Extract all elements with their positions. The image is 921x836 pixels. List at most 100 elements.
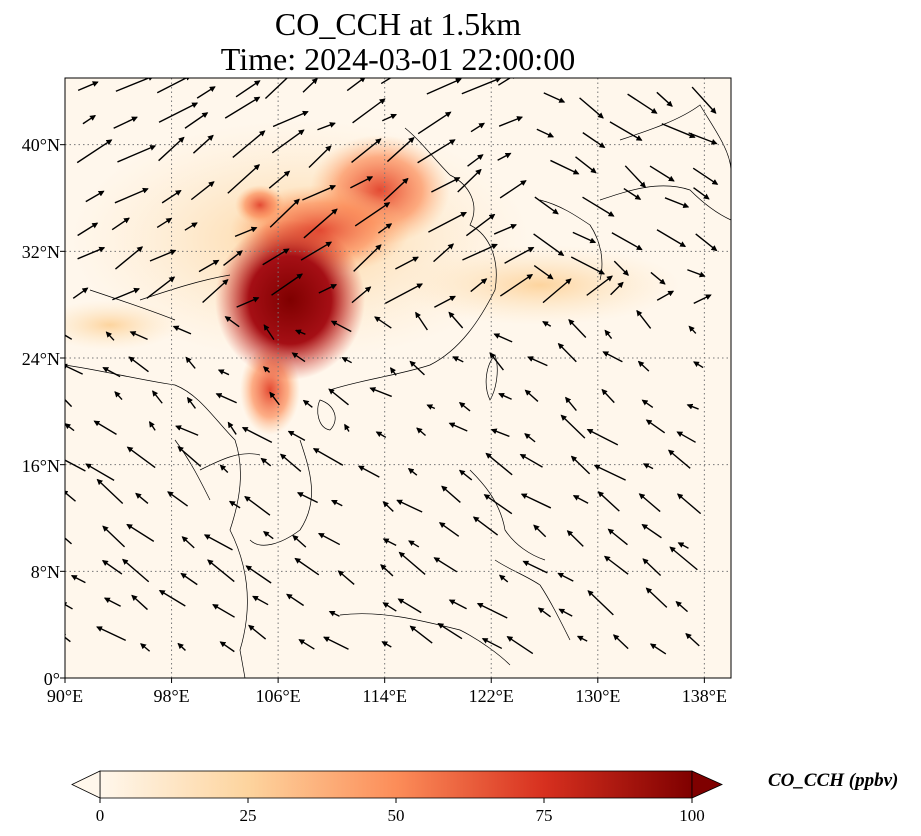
wind-arrow [302, 399, 313, 408]
wind-arrow [350, 176, 374, 189]
wind-arrow [398, 551, 426, 575]
colorbar-gradient [99, 770, 693, 799]
wind-arrow [291, 352, 306, 363]
wind-arrow [268, 170, 291, 189]
wind-arrow [328, 610, 340, 617]
wind-arrow [472, 516, 499, 536]
wind-arrow [196, 86, 216, 99]
wind-arrow [115, 78, 155, 92]
wind-arrow [437, 623, 463, 640]
wind-arrow [76, 139, 113, 164]
wind-arrow [467, 154, 484, 167]
wind-arrow [111, 217, 130, 231]
wind-arrow [263, 366, 271, 373]
wind-arrow [624, 165, 647, 188]
wind-arrow [586, 428, 619, 446]
wind-arrow [102, 525, 126, 548]
wind-arrow [167, 491, 189, 507]
wind-arrow [328, 388, 349, 406]
wind-arrow [506, 636, 534, 655]
wind-arrow [382, 602, 397, 612]
wind-arrow [687, 269, 706, 278]
wind-arrow [295, 329, 306, 336]
wind-arrow [597, 491, 620, 512]
wind-arrow [271, 273, 303, 296]
wind-arrow [483, 494, 513, 515]
wind-arrow [152, 390, 163, 404]
wind-arrow [499, 274, 534, 297]
wind-arrow [296, 492, 318, 504]
wind-arrow [65, 334, 73, 340]
wind-arrow [636, 309, 652, 329]
wind-arrow [395, 256, 419, 270]
wind-arrow [637, 360, 650, 372]
wind-arrow [537, 607, 552, 618]
wind-arrow [85, 463, 115, 481]
wind-arrow [677, 542, 689, 549]
wind-arrow [140, 643, 151, 652]
wind-arrow [458, 402, 471, 412]
wind-arrow [381, 641, 392, 648]
wind-arrow [497, 78, 518, 86]
wind-arrow [493, 223, 517, 235]
wind-arrow [686, 403, 699, 410]
wind-arrow [462, 243, 498, 261]
wind-arrow [337, 570, 355, 585]
wind-arrow [572, 231, 597, 244]
wind-arrow [149, 421, 156, 431]
wind-arrow [533, 524, 547, 538]
wind-arrow [417, 139, 456, 164]
wind-arrow [409, 625, 433, 644]
wind-arrow [417, 111, 452, 135]
lon-tick-label: 98°E [153, 686, 190, 706]
wind-arrow [353, 244, 382, 272]
wind-arrow [77, 222, 99, 237]
wind-arrow [113, 116, 138, 129]
wind-arrow [465, 213, 496, 237]
wind-arrow [434, 295, 456, 308]
wind-arrow [330, 320, 352, 333]
lat-tick-label: 8°N [30, 562, 60, 582]
wind-arrow [65, 456, 86, 472]
wind-arrow [82, 114, 96, 125]
wind-arrow [607, 528, 628, 546]
wind-arrow [77, 246, 106, 260]
colorbar-tick-label: 100 [679, 806, 705, 825]
wind-arrow [409, 360, 425, 376]
wind-arrow [122, 558, 150, 583]
wind-arrow [96, 626, 126, 641]
wind-arrow [649, 165, 675, 182]
wind-arrow [105, 331, 115, 341]
wind-arrow [504, 246, 535, 264]
wind-arrow [65, 398, 73, 408]
wind-arrow [286, 593, 305, 607]
wind-arrow [181, 536, 195, 549]
wind-arrow [252, 595, 269, 606]
wind-arrow [158, 136, 185, 162]
wind-arrow [383, 177, 409, 202]
wind-arrow [688, 132, 718, 145]
wind-arrow [287, 430, 306, 442]
wind-arrow [318, 532, 341, 546]
wind-arrow [604, 329, 613, 340]
wind-arrow [457, 168, 482, 193]
wind-arrow [219, 641, 235, 653]
wind-arrow [458, 469, 473, 481]
wind-arrow [476, 602, 508, 619]
wind-arrow [244, 495, 271, 516]
wind-arrow [234, 226, 258, 238]
wind-arrow [408, 540, 420, 548]
wind-arrow [114, 391, 123, 401]
wind-arrow [533, 264, 554, 280]
wind-arrow [227, 421, 237, 435]
wind-arrow [566, 530, 584, 547]
wind-arrow [126, 446, 156, 469]
wind-arrow [294, 557, 320, 576]
wind-arrow [579, 97, 604, 119]
wind-arrow [269, 198, 300, 228]
wind-arrow [543, 92, 566, 103]
wind-arrow [272, 110, 309, 128]
wind-arrow [323, 636, 349, 650]
wind-arrow [184, 112, 209, 129]
wind-arrow [382, 538, 397, 547]
